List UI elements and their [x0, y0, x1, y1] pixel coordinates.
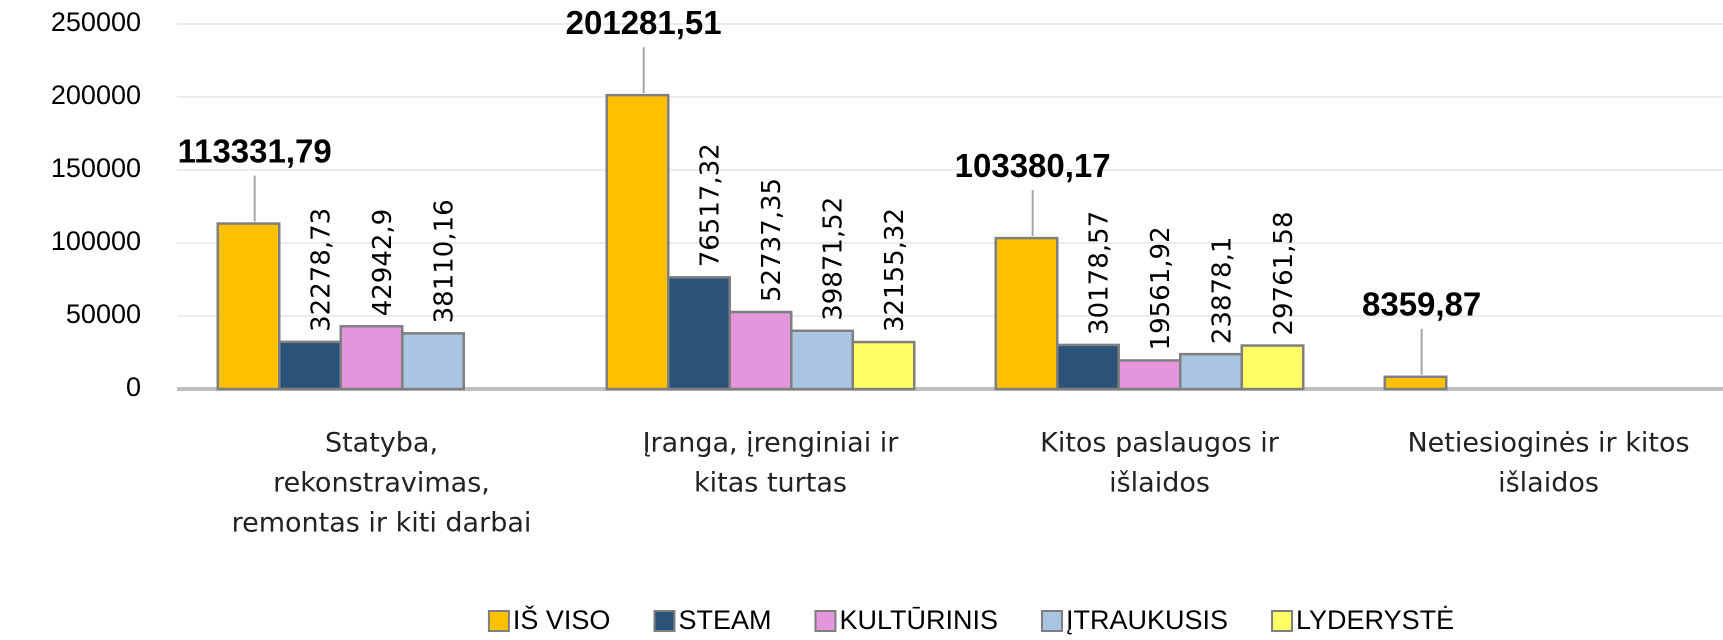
data-label: 113331,79 [178, 132, 332, 169]
data-label: 42942,9 [368, 209, 398, 317]
bar [1240, 344, 1305, 391]
data-label: 19561,92 [1146, 226, 1176, 350]
data-label: 29761,58 [1269, 211, 1299, 335]
bar [994, 236, 1059, 391]
legend-label: LYDERYSTĖ [1296, 604, 1454, 635]
y-tick-label: 100000 [51, 226, 141, 256]
bar [605, 93, 670, 391]
legend-label: KULTŪRINIS [839, 605, 998, 635]
data-label: 52737,35 [757, 178, 787, 302]
y-tick-label: 0 [126, 372, 141, 402]
legend-label: STEAM [678, 605, 771, 635]
data-label: 23878,1 [1208, 237, 1238, 345]
x-tick-label: Statyba, [325, 428, 438, 459]
bar [1056, 343, 1120, 391]
data-label: 201281,51 [566, 4, 722, 41]
x-tick-label: Netiesioginės ir kitos [1407, 428, 1689, 459]
data-label: 38110,16 [430, 199, 460, 323]
bar [851, 340, 916, 391]
data-label: 39871,52 [819, 197, 849, 321]
bar [216, 222, 281, 391]
bar [728, 310, 793, 391]
bar [1179, 352, 1243, 391]
data-label: 32278,73 [307, 208, 337, 332]
legend-label: IŠ VISO [513, 604, 611, 635]
x-tick-label: kitas turtas [694, 468, 847, 499]
legend-swatch [1271, 610, 1294, 632]
legend-swatch [814, 610, 837, 632]
legend-swatch [487, 610, 510, 632]
legend-label: ĮTRAUKUSIS [1066, 605, 1228, 635]
bar [790, 329, 854, 391]
legend-swatch [1041, 610, 1063, 632]
x-tick-label: išlaidos [1109, 468, 1210, 499]
legend-swatch [653, 610, 676, 632]
y-tick-label: 150000 [51, 153, 141, 183]
data-label: 32155,32 [880, 208, 910, 332]
x-tick-label: remontas ir kiti darbai [232, 508, 532, 539]
x-tick-label: Kitos paslaugos ir [1040, 428, 1280, 459]
bar [278, 340, 342, 391]
legend: IŠ VISO STEAM KULTŪRINIS ĮTRAUKUSIS LYDERYST… [487, 604, 1454, 635]
bar [401, 332, 465, 391]
x-tick-label: rekonstravimas, [273, 468, 490, 499]
bar [667, 276, 731, 391]
bar [1383, 375, 1448, 391]
data-label: 8359,87 [1362, 286, 1481, 323]
x-tick-label: išlaidos [1498, 468, 1599, 499]
data-label: 103380,17 [955, 147, 1111, 184]
bar [1117, 359, 1182, 391]
x-tick-label: Įranga, įrenginiai ir [643, 428, 900, 459]
y-tick-label: 50000 [66, 299, 141, 329]
bar [339, 325, 404, 391]
y-tick-label: 200000 [51, 80, 141, 110]
y-tick-label: 250000 [51, 7, 141, 37]
data-label: 76517,32 [696, 143, 726, 267]
data-label: 30178,57 [1085, 211, 1115, 335]
